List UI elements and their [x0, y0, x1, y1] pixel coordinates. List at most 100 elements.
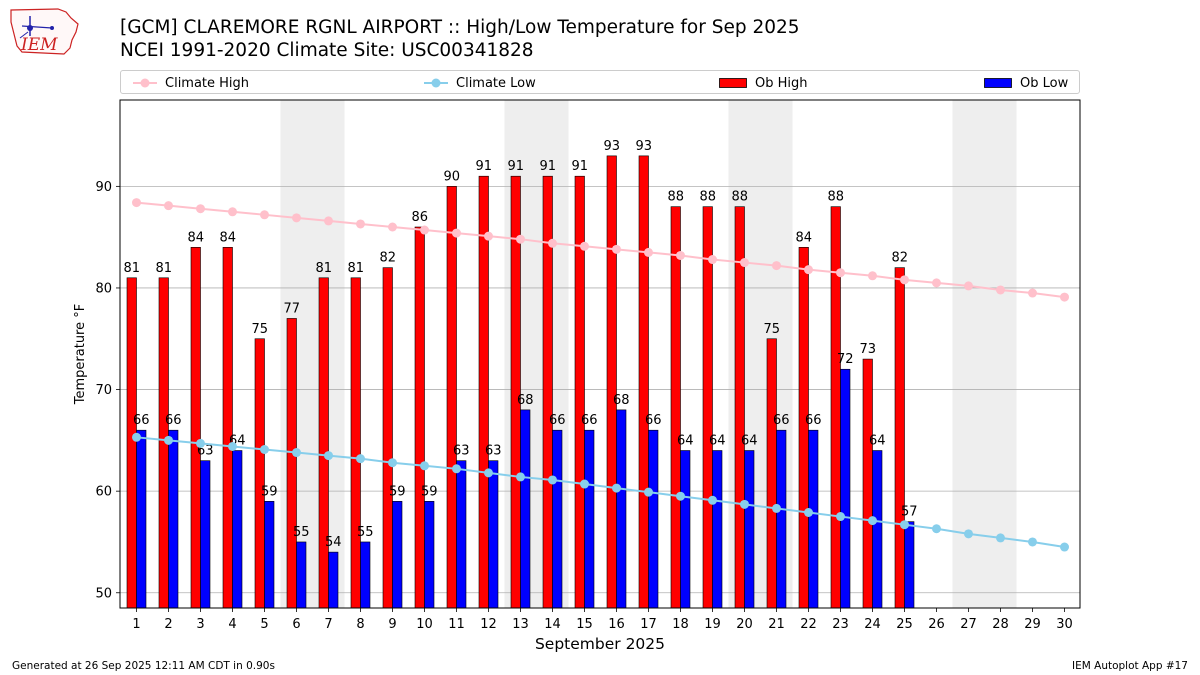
point-climate-low-26 — [932, 524, 941, 534]
bar-ob-low-12 — [488, 460, 499, 609]
label-ob-low-1: 66 — [133, 413, 150, 428]
label-ob-low-10: 59 — [421, 484, 438, 499]
point-climate-low-8 — [356, 454, 365, 464]
bar-ob-low-23 — [840, 368, 851, 609]
label-ob-high-8: 81 — [347, 261, 364, 276]
bar-ob-low-7 — [328, 551, 339, 609]
label-ob-low-21: 66 — [773, 413, 790, 428]
bar-ob-low-25 — [904, 521, 915, 609]
generated-timestamp: Generated at 26 Sep 2025 12:11 AM CDT in… — [12, 660, 275, 672]
point-climate-low-19 — [708, 495, 717, 505]
bar-ob-low-18 — [680, 450, 691, 609]
point-climate-low-24 — [868, 516, 877, 526]
label-ob-low-9: 59 — [389, 484, 406, 499]
plot-frame — [119, 99, 1081, 609]
bar-ob-high-18 — [670, 206, 681, 609]
point-climate-low-16 — [612, 483, 621, 493]
point-climate-high-16 — [612, 244, 621, 254]
label-ob-high-14: 91 — [539, 159, 556, 174]
label-ob-low-20: 64 — [741, 434, 758, 449]
legend: Climate High Climate Low Ob High Ob Low — [120, 70, 1080, 94]
bar-ob-low-2 — [168, 429, 179, 609]
bar-ob-low-3 — [200, 460, 211, 609]
point-climate-high-8 — [356, 219, 365, 229]
bar-ob-low-13 — [520, 409, 531, 609]
label-ob-high-13: 91 — [507, 159, 524, 174]
x-tick-label-16: 16 — [608, 617, 625, 632]
label-ob-low-2: 66 — [165, 413, 182, 428]
bar-ob-low-1 — [136, 429, 147, 609]
ob-low-swatch-icon — [984, 78, 1012, 88]
point-climate-high-25 — [900, 275, 909, 285]
x-tick-label-7: 7 — [324, 617, 332, 632]
point-climate-low-2 — [164, 435, 173, 445]
point-climate-low-11 — [452, 464, 461, 474]
point-climate-high-30 — [1060, 292, 1069, 302]
point-climate-low-25 — [900, 520, 909, 530]
label-ob-high-4: 84 — [219, 230, 236, 245]
point-climate-high-3 — [196, 204, 205, 214]
bar-ob-low-9 — [392, 501, 403, 609]
x-tick-label-3: 3 — [196, 617, 204, 632]
point-climate-high-17 — [644, 247, 653, 257]
point-climate-low-6 — [292, 448, 301, 458]
label-ob-high-18: 88 — [667, 190, 684, 205]
bar-ob-high-3 — [190, 247, 201, 609]
bar-ob-high-6 — [286, 318, 297, 609]
point-climate-high-10 — [420, 225, 429, 235]
point-climate-low-21 — [772, 503, 781, 513]
x-tick-label-30: 30 — [1056, 617, 1073, 632]
point-climate-low-28 — [996, 533, 1005, 543]
point-climate-high-27 — [964, 281, 973, 291]
x-tick-label-26: 26 — [928, 617, 945, 632]
legend-item-ob-low: Ob Low — [984, 74, 1068, 92]
x-axis-label: September 2025 — [535, 635, 665, 653]
label-ob-low-5: 59 — [261, 484, 278, 499]
point-climate-high-11 — [452, 228, 461, 238]
point-climate-low-20 — [740, 499, 749, 509]
legend-label-ob-high: Ob High — [755, 75, 808, 91]
bar-ob-low-15 — [584, 429, 595, 609]
label-ob-high-20: 88 — [731, 190, 748, 205]
point-climate-low-15 — [580, 479, 589, 489]
label-ob-high-9: 82 — [379, 251, 396, 266]
label-ob-high-10: 86 — [411, 210, 428, 225]
line-climate-high — [136, 201, 1065, 299]
chart-title: [GCM] CLAREMORE RGNL AIRPORT :: High/Low… — [120, 17, 800, 38]
label-ob-low-6: 55 — [293, 525, 310, 540]
point-climate-low-7 — [324, 451, 333, 461]
x-tick-label-10: 10 — [416, 617, 433, 632]
ob-high-swatch-icon — [719, 78, 747, 88]
label-ob-high-17: 93 — [635, 139, 652, 154]
y-tick-label-70: 70 — [95, 383, 112, 398]
bar-ob-high-16 — [606, 155, 617, 609]
bar-ob-high-24 — [862, 358, 873, 609]
bar-ob-high-9 — [382, 267, 393, 609]
label-ob-high-21: 75 — [763, 322, 780, 337]
point-climate-low-27 — [964, 529, 973, 539]
x-tick-label-18: 18 — [672, 617, 689, 632]
x-tick-label-23: 23 — [832, 617, 849, 632]
bar-ob-high-19 — [702, 206, 713, 609]
x-tick-label-8: 8 — [356, 617, 364, 632]
label-ob-low-24: 64 — [869, 434, 886, 449]
label-ob-high-6: 77 — [283, 301, 300, 316]
y-tick-label-60: 60 — [95, 485, 112, 500]
point-climate-high-22 — [804, 265, 813, 275]
point-climate-low-3 — [196, 438, 205, 448]
y-tick-label-80: 80 — [95, 281, 112, 296]
temperature-chart: 5060708090816681668463846475597755815481… — [73, 99, 1081, 653]
point-climate-high-6 — [292, 213, 301, 223]
point-climate-high-7 — [324, 216, 333, 226]
point-climate-high-2 — [164, 201, 173, 211]
point-climate-low-18 — [676, 491, 685, 501]
label-ob-high-1: 81 — [123, 261, 140, 276]
bar-ob-high-7 — [318, 277, 329, 609]
label-ob-low-22: 66 — [805, 413, 822, 428]
x-tick-label-28: 28 — [992, 617, 1009, 632]
bar-ob-low-4 — [232, 450, 243, 609]
bar-ob-high-25 — [894, 267, 905, 609]
point-climate-high-24 — [868, 271, 877, 281]
legend-item-ob-high: Ob High — [719, 74, 808, 92]
point-climate-low-9 — [388, 458, 397, 468]
